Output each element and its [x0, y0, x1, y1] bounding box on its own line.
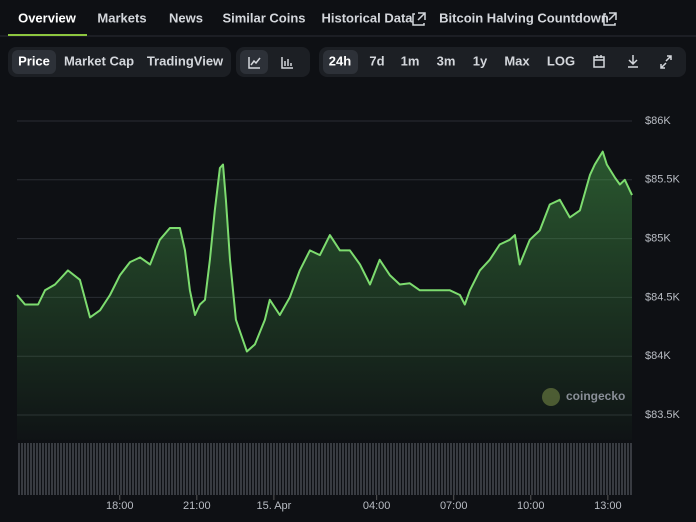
y-tick-label: $85.5K — [645, 174, 681, 186]
range-button[interactable]: LOG — [547, 53, 575, 68]
range-button[interactable]: 1y — [473, 53, 488, 68]
range-button[interactable]: 1m — [401, 53, 420, 68]
active-pill — [323, 50, 358, 74]
download-icon[interactable] — [628, 55, 638, 68]
range-group — [319, 47, 686, 77]
tab[interactable]: Markets — [97, 10, 146, 25]
x-tick-label: 18:00 — [106, 500, 134, 512]
range-button[interactable]: 24h — [329, 53, 351, 68]
watermark-logo — [542, 388, 560, 406]
x-tick-label: 10:00 — [517, 500, 545, 512]
view-button[interactable]: TradingView — [147, 53, 224, 68]
range-button[interactable]: 3m — [437, 53, 456, 68]
bar-chart-icon[interactable] — [281, 57, 293, 69]
x-tick-label: 13:00 — [594, 500, 622, 512]
y-tick-label: $83.5K — [645, 409, 681, 421]
view-button[interactable]: Market Cap — [64, 53, 134, 68]
tab[interactable]: Historical Data — [321, 10, 413, 25]
range-button[interactable]: 7d — [369, 53, 384, 68]
y-tick-label: $86K — [645, 115, 671, 127]
tab[interactable]: Bitcoin Halving Countdown — [439, 10, 609, 25]
x-tick-label: 04:00 — [363, 500, 391, 512]
calendar-icon[interactable] — [593, 55, 605, 68]
x-tick-label: 15. Apr — [256, 500, 291, 512]
y-tick-label: $84.5K — [645, 291, 681, 303]
y-tick-label: $84K — [645, 350, 671, 362]
view-group — [8, 47, 231, 77]
external-link-icon — [412, 12, 426, 26]
volume-band — [17, 443, 632, 495]
price-line — [16, 150, 633, 353]
view-button[interactable]: Price — [18, 53, 50, 68]
fullscreen-icon[interactable] — [660, 55, 672, 69]
active-pill — [12, 50, 56, 74]
watermark: coingecko — [566, 389, 625, 403]
tab[interactable]: Similar Coins — [222, 10, 305, 25]
line-chart-icon[interactable] — [248, 57, 261, 69]
price-area — [17, 151, 632, 440]
range-button[interactable]: Max — [504, 53, 530, 68]
tab[interactable]: News — [169, 10, 203, 25]
x-tick-label: 21:00 — [183, 500, 211, 512]
tab[interactable]: Overview — [18, 10, 77, 25]
external-link-icon — [603, 12, 617, 26]
x-tick-label: 07:00 — [440, 500, 468, 512]
y-tick-label: $85K — [645, 233, 671, 245]
